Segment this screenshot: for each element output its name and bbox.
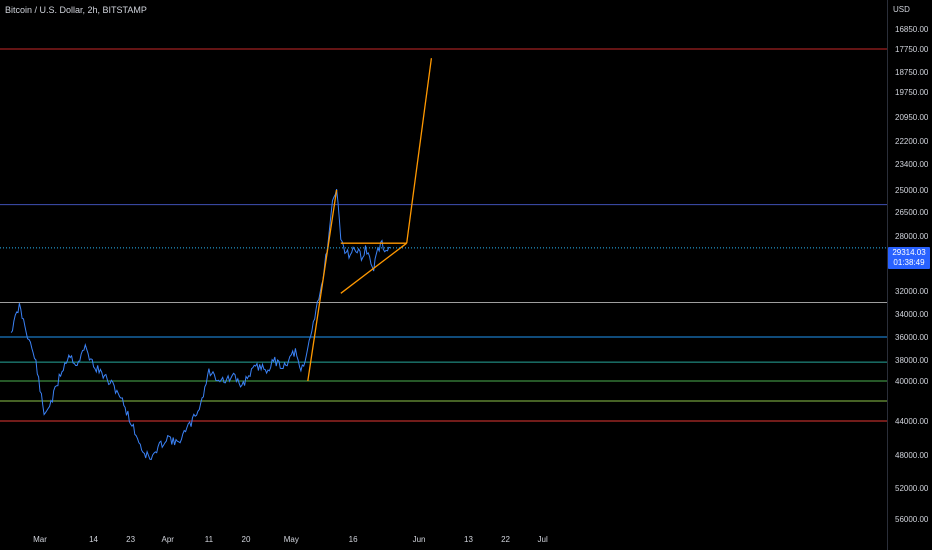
price-tick-label: 25000.00 — [895, 186, 929, 195]
current-price-value: 29314.03 — [892, 248, 926, 257]
price-tick-label: 36000.00 — [895, 333, 929, 342]
time-tick-label: 22 — [501, 535, 510, 544]
current-price-tag: 29314.03 01:38:49 — [888, 247, 930, 269]
price-tick-label: 38000.00 — [895, 356, 929, 365]
time-tick-label: Apr — [161, 535, 174, 544]
price-tick-label: 17750.00 — [895, 45, 929, 54]
price-tick-label: 34000.00 — [895, 310, 929, 319]
price-tick-label: 56000.00 — [895, 515, 929, 524]
price-tick-label: 26500.00 — [895, 208, 929, 217]
time-axis: Mar 14 23 Apr 11 20 May 16 Jun 13 22 Jul — [33, 535, 548, 544]
price-tick-label: 32000.00 — [895, 287, 929, 296]
price-tick-label: 16850.00 — [895, 25, 929, 34]
time-tick-label: May — [284, 535, 299, 544]
drawing-pole — [307, 189, 338, 382]
price-tick-label: 22200.00 — [895, 137, 929, 146]
drawing-flag-bottom — [340, 242, 408, 294]
countdown-timer: 01:38:49 — [893, 258, 925, 267]
price-tick-label: 28000.00 — [895, 232, 929, 241]
price-series-line — [10, 188, 391, 461]
axis-unit-label: USD — [893, 5, 910, 14]
price-tick-label: 18750.00 — [895, 68, 929, 77]
price-tick-label: 44000.00 — [895, 417, 929, 426]
price-series-group — [10, 188, 391, 461]
price-tick-label: 19750.00 — [895, 88, 929, 97]
price-tick-label: 52000.00 — [895, 484, 929, 493]
time-tick-label: 14 — [89, 535, 98, 544]
horizontal-lines — [0, 48, 887, 422]
time-tick-label: Mar — [33, 535, 47, 544]
time-tick-label: 11 — [205, 535, 214, 544]
drawing-projection — [406, 58, 433, 244]
time-tick-label: 13 — [464, 535, 473, 544]
time-tick-label: 16 — [349, 535, 358, 544]
price-axis: 16850.00 17750.00 18750.00 19750.00 20950.00… — [895, 25, 929, 524]
time-tick-label: 20 — [242, 535, 251, 544]
time-tick-label: Jun — [413, 535, 426, 544]
chart-title: Bitcoin / U.S. Dollar, 2h, BITSTAMP — [5, 5, 147, 15]
price-tick-label: 20950.00 — [895, 113, 929, 122]
price-tick-label: 48000.00 — [895, 451, 929, 460]
price-tick-label: 23400.00 — [895, 160, 929, 169]
price-tick-label: 40000.00 — [895, 377, 929, 386]
time-tick-label: 23 — [126, 535, 135, 544]
time-tick-label: Jul — [538, 535, 548, 544]
drawings-group — [307, 58, 433, 382]
